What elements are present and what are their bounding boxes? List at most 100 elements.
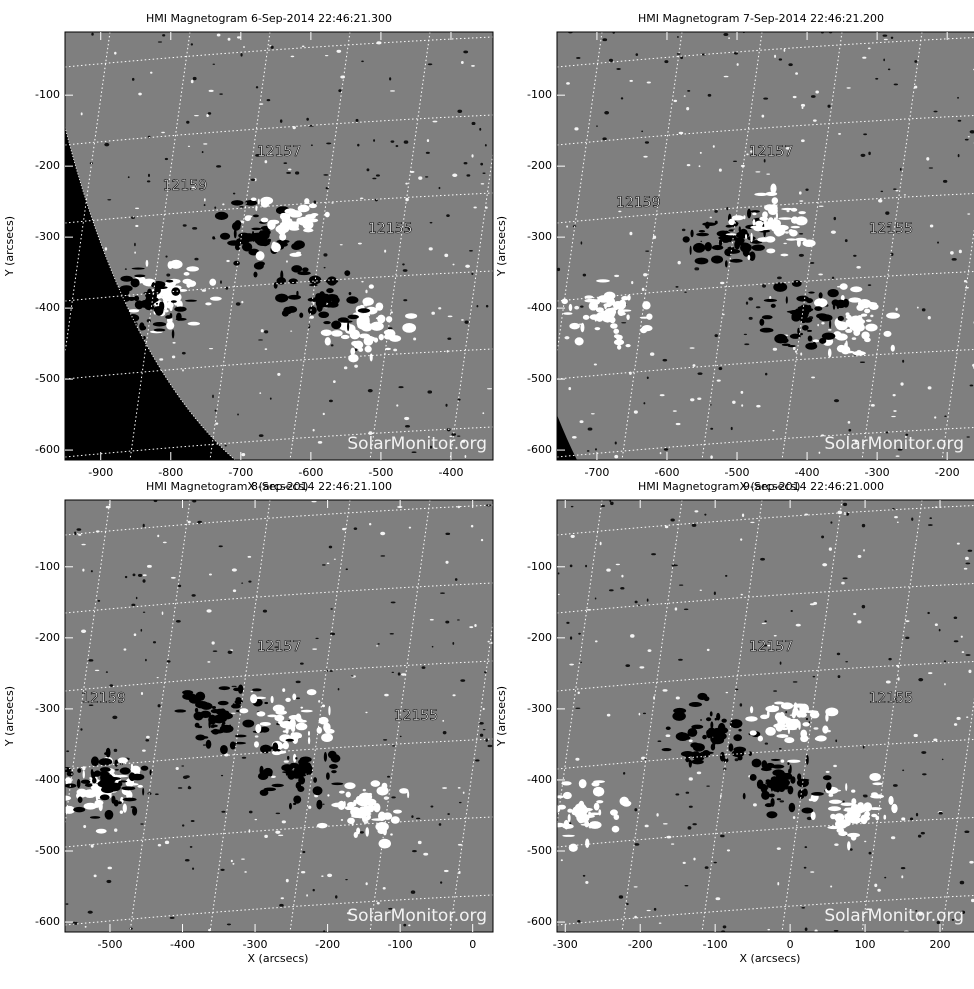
field-patch [740,243,752,253]
region-label: 12157 [749,639,794,655]
field-speck [791,610,793,612]
field-patch [390,311,392,313]
field-patch [711,744,715,751]
field-speck [391,796,395,798]
field-patch [845,783,847,791]
field-patch [390,833,393,835]
field-speck [231,860,233,862]
field-speck [894,83,898,85]
field-speck [439,823,442,826]
field-speck [862,605,866,609]
field-speck [147,319,151,322]
field-patch [765,727,776,736]
field-speck [586,609,591,610]
field-speck [647,599,649,602]
field-patch [93,803,100,808]
field-speck [891,836,895,839]
field-speck [964,568,968,570]
field-speck [868,48,871,50]
field-patch [685,755,690,763]
field-patch [309,204,317,209]
field-patch [750,233,752,243]
field-patch [141,766,149,771]
field-patch [627,295,631,301]
field-speck [286,172,291,174]
field-speck [76,528,81,531]
field-speck [458,399,461,401]
field-patch [326,288,333,293]
field-patch [257,261,265,266]
field-speck [968,550,973,552]
field-patch [595,316,597,321]
field-patch [841,802,854,806]
field-patch [275,294,288,303]
field-speck [368,389,373,392]
field-speck [241,858,245,859]
field-speck [286,260,288,262]
field-patch [826,339,832,344]
field-speck [813,676,816,678]
field-speck [488,641,490,643]
field-speck [714,862,717,864]
field-speck [950,251,954,254]
field-speck [830,886,832,888]
field-patch [796,296,809,302]
field-patch [695,258,709,265]
field-patch [328,706,330,716]
field-patch [702,735,707,739]
field-patch [710,711,713,716]
field-patch [853,351,866,356]
field-patch [78,790,87,797]
field-speck [595,448,597,450]
field-speck [78,534,81,536]
field-patch [829,320,831,329]
field-patch [646,314,652,320]
field-speck [323,174,328,176]
field-speck [377,902,380,904]
field-speck [805,927,808,931]
field-speck [616,68,620,70]
field-speck [720,795,722,798]
field-speck [482,173,485,174]
field-speck [153,641,156,643]
field-patch [251,228,261,231]
field-speck [837,653,840,656]
field-speck [572,436,577,439]
field-patch [255,234,261,242]
field-speck [444,870,449,872]
field-speck [723,33,728,36]
field-patch [792,711,796,718]
field-patch [693,243,705,253]
field-speck [330,608,332,609]
field-patch [96,797,98,801]
field-speck [457,619,460,620]
field-patch [184,272,190,276]
field-speck [819,206,824,207]
field-speck [800,353,802,356]
field-speck [647,82,651,84]
field-speck [384,694,389,697]
field-speck [108,867,112,870]
field-speck [813,727,818,729]
field-speck [922,773,927,775]
field-patch [234,220,241,227]
field-patch [275,710,287,715]
field-speck [641,130,643,132]
watermark: SolarMonitor.org [824,434,964,454]
field-patch [379,334,384,340]
field-patch [596,307,604,312]
field-patch [787,762,789,765]
field-speck [888,68,891,70]
field-patch [257,711,266,716]
field-speck [351,675,354,676]
field-patch [583,315,589,320]
field-speck [445,561,448,564]
field-patch [365,346,372,353]
field-speck [904,194,906,195]
field-speck [241,301,243,303]
field-speck [329,546,332,549]
field-speck [458,844,462,846]
field-speck [172,342,175,344]
field-speck [452,642,454,645]
field-speck [413,338,416,341]
